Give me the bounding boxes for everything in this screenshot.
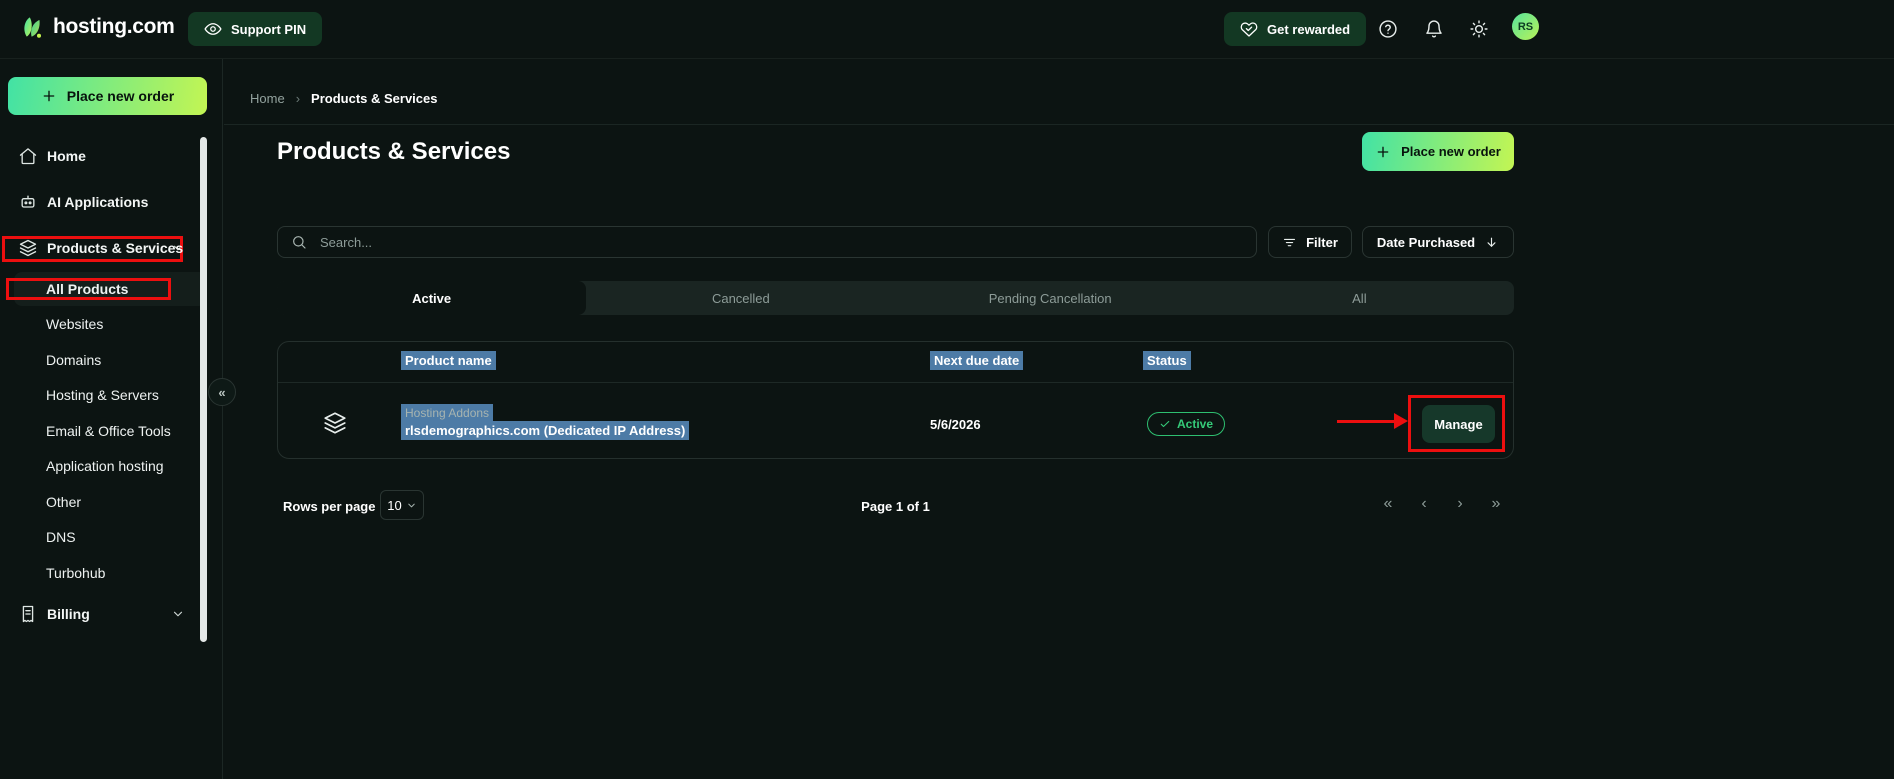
sidebar-item-billing[interactable]: Billing: [0, 591, 223, 637]
breadcrumb-current: Products & Services: [311, 91, 438, 106]
products-table: Product name Next due date Status Hostin…: [277, 341, 1514, 459]
sidebar-item-label: AI Applications: [47, 194, 149, 210]
sidebar-item-turbohub[interactable]: Turbohub: [0, 555, 223, 591]
sidebar-item-label: All Products: [46, 280, 129, 297]
status-badge: Active: [1147, 412, 1226, 436]
column-header-next-due-date: Next due date: [930, 351, 1024, 370]
manage-button[interactable]: Manage: [1422, 405, 1495, 443]
support-pin-button[interactable]: Support PIN: [188, 12, 323, 46]
sidebar-item-label: Products & Services: [47, 240, 184, 256]
sidebar-item-hosting-servers[interactable]: Hosting & Servers: [0, 378, 223, 414]
filter-button[interactable]: Filter: [1268, 226, 1352, 258]
product-name: rlsdemographics.com (Dedicated IP Addres…: [401, 421, 690, 440]
home-icon: [18, 146, 38, 166]
breadcrumb: Home › Products & Services: [250, 91, 437, 106]
sidebar-item-label: Websites: [46, 316, 104, 333]
sidebar-item-email-office-tools[interactable]: Email & Office Tools: [0, 413, 223, 449]
arrow-down-icon: [1484, 235, 1499, 250]
layers-icon: [18, 238, 38, 258]
next-due-date-cell: 5/6/2026: [930, 417, 981, 432]
rows-per-page-select[interactable]: 10: [380, 490, 424, 520]
filter-label: Filter: [1306, 234, 1338, 250]
prev-page-icon[interactable]: ‹: [1421, 495, 1427, 512]
plus-icon: [1375, 144, 1391, 160]
next-page-icon[interactable]: ›: [1457, 495, 1463, 512]
check-icon: [1159, 418, 1171, 430]
tab-cancelled[interactable]: Cancelled: [711, 290, 770, 306]
place-new-order-label: Place new order: [1401, 144, 1501, 159]
sort-button[interactable]: Date Purchased: [1362, 226, 1514, 258]
tab-pending-cancellation[interactable]: Pending Cancellation: [988, 290, 1112, 306]
sidebar-item-label: Application hosting: [46, 458, 164, 475]
help-icon[interactable]: [1376, 17, 1400, 41]
plus-icon: [41, 88, 57, 104]
search-input[interactable]: [320, 234, 1256, 250]
sidebar-item-products-services[interactable]: Products & Services: [0, 225, 223, 271]
sidebar-item-label: DNS: [46, 529, 76, 546]
sidebar-scrollbar[interactable]: [200, 137, 207, 642]
billing-icon: [18, 604, 38, 624]
sidebar-item-other[interactable]: Other: [0, 484, 223, 520]
layers-icon: [322, 410, 348, 436]
get-rewarded-button[interactable]: Get rewarded: [1224, 12, 1367, 46]
sun-icon[interactable]: [1467, 17, 1491, 41]
sidebar: Place new order Home AI Applications Produ…: [0, 59, 236, 779]
tab-active[interactable]: Active: [277, 281, 587, 315]
chevron-right-icon: ›: [295, 91, 301, 106]
place-new-order-button-main[interactable]: Place new order: [1362, 132, 1514, 171]
top-header: hosting.com Support PIN Get rewarded RS: [0, 0, 1894, 59]
get-rewarded-label: Get rewarded: [1267, 21, 1351, 37]
first-page-icon[interactable]: «: [1383, 495, 1393, 512]
ai-icon: [18, 192, 38, 212]
rows-per-page-value: 10: [387, 497, 402, 513]
sidebar-item-label: Home: [47, 148, 86, 164]
bell-icon[interactable]: [1422, 17, 1446, 41]
support-pin-label: Support PIN: [231, 21, 307, 37]
sidebar-item-all-products[interactable]: All Products: [0, 271, 223, 307]
place-new-order-label: Place new order: [66, 88, 175, 104]
sidebar-item-label: Hosting & Servers: [46, 387, 159, 404]
tab-all[interactable]: All: [1352, 290, 1367, 306]
rows-per-page-label: Rows per page: [283, 499, 376, 514]
sidebar-item-application-hosting[interactable]: Application hosting: [0, 449, 223, 485]
sidebar-item-domains[interactable]: Domains: [0, 342, 223, 378]
sidebar-collapse-button[interactable]: «: [208, 378, 236, 406]
column-header-status: Status: [1143, 351, 1191, 370]
filter-lines-icon: [1282, 235, 1297, 250]
avatar[interactable]: RS: [1512, 13, 1539, 40]
status-label: Active: [1177, 417, 1214, 431]
product-name-cell[interactable]: Hosting Addons rlsdemographics.com (Dedi…: [401, 404, 690, 440]
place-new-order-button-sidebar[interactable]: Place new order: [8, 77, 207, 115]
brand-logo[interactable]: hosting.com: [18, 13, 175, 41]
last-page-icon[interactable]: »: [1491, 495, 1501, 512]
sidebar-item-dns[interactable]: DNS: [0, 520, 223, 556]
sidebar-item-websites[interactable]: Websites: [0, 307, 223, 343]
sidebar-item-ai-applications[interactable]: AI Applications: [0, 179, 223, 225]
pagination: « ‹ › »: [1376, 492, 1508, 516]
breadcrumb-home[interactable]: Home: [250, 91, 285, 106]
sidebar-item-label: Billing: [47, 605, 90, 622]
breadcrumb-divider: [224, 124, 1894, 125]
chevron-down-icon: [171, 607, 185, 621]
sidebar-item-label: Email & Office Tools: [46, 422, 171, 439]
sidebar-item-label: Other: [46, 493, 82, 510]
sidebar-item-label: Domains: [46, 351, 102, 368]
sort-label: Date Purchased: [1376, 234, 1476, 250]
heart-hands-icon: [1240, 20, 1258, 38]
brand-name: hosting.com: [53, 15, 175, 38]
sidebar-item-home[interactable]: Home: [0, 133, 223, 179]
page-title: Products & Services: [277, 138, 511, 165]
sidebar-item-label: Turbohub: [46, 564, 106, 581]
chevron-down-icon: [406, 500, 417, 511]
search-bar: [277, 226, 1257, 258]
page-info: Page 1 of 1: [861, 499, 930, 514]
table-header-divider: [278, 382, 1513, 383]
logo-leaf-icon: [18, 13, 46, 41]
search-icon: [291, 234, 307, 250]
status-tabs: Active Cancelled Pending Cancellation Al…: [277, 281, 1514, 315]
column-header-product-name: Product name: [401, 351, 496, 370]
product-category: Hosting Addons: [401, 404, 494, 422]
eye-icon: [204, 20, 222, 38]
sidebar-nav: Home AI Applications Products & Services Al…: [0, 133, 223, 637]
